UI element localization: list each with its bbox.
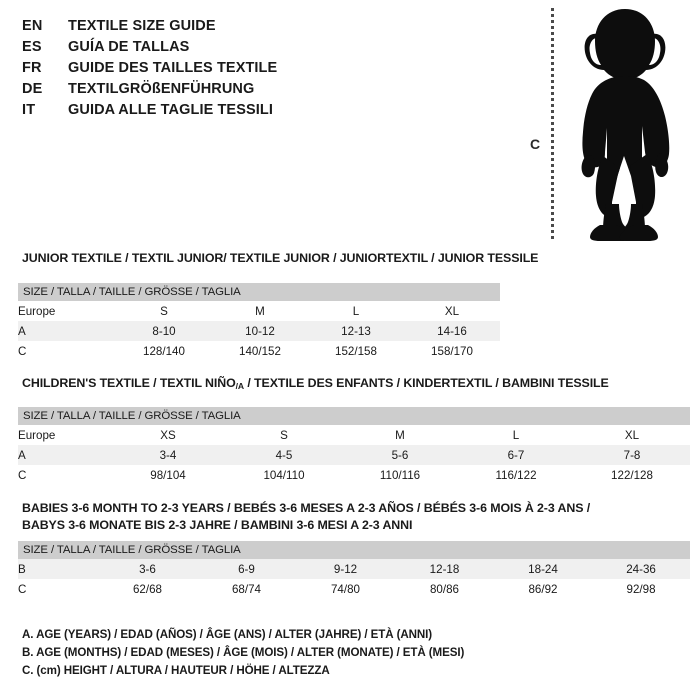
cell-value: M [342, 425, 458, 445]
cell-value: 98/104 [110, 465, 226, 485]
cell-value: 74/80 [296, 579, 395, 599]
language-row: EN TEXTILE SIZE GUIDE [22, 18, 492, 39]
table-row: C 62/68 68/74 74/80 80/86 86/92 92/98 [18, 579, 691, 599]
cell-value: 152/158 [308, 341, 404, 361]
cell-value: 140/152 [212, 341, 308, 361]
cell-value: 92/98 [592, 579, 691, 599]
row-label: C [18, 579, 98, 599]
table-row: B 3-6 6-9 9-12 12-18 18-24 24-36 [18, 559, 691, 579]
cell-value: 80/86 [395, 579, 494, 599]
children-heading-pre: CHILDREN'S TEXTILE / TEXTIL NIÑO [22, 376, 236, 390]
cell-value: 7-8 [574, 445, 691, 465]
language-code: EN [22, 18, 43, 34]
cell-value: XL [574, 425, 691, 445]
language-row: IT GUIDA ALLE TAGLIE TESSILI [22, 102, 492, 123]
dashed-measure-line-icon [551, 8, 554, 239]
cell-value: 104/110 [226, 465, 342, 485]
cell-value: M [212, 301, 308, 321]
children-section-heading: CHILDREN'S TEXTILE / TEXTIL NIÑO/A / TEX… [22, 375, 609, 395]
babies-heading-line1: BABIES 3-6 MONTH TO 2-3 YEARS / BEBÉS 3-… [22, 501, 591, 515]
language-code: IT [22, 102, 36, 118]
cell-value: 24-36 [592, 559, 691, 579]
language-title-list: EN TEXTILE SIZE GUIDE ES GUÍA DE TALLAS … [22, 18, 492, 123]
cell-value: XL [404, 301, 501, 321]
cell-value: S [226, 425, 342, 445]
cell-value: 6-9 [197, 559, 296, 579]
babies-heading-line2: BABYS 3-6 MONATE BIS 2-3 JAHRE / BAMBINI… [22, 518, 413, 532]
language-title: GUIDA ALLE TAGLIE TESSILI [68, 102, 273, 118]
table-bar-label: SIZE / TALLA / TAILLE / GRÖSSE / TAGLIA [18, 283, 501, 301]
cell-value: 128/140 [116, 341, 212, 361]
cell-value: 10-12 [212, 321, 308, 341]
language-row: FR GUIDE DES TAILLES TEXTILE [22, 60, 492, 81]
language-title: GUÍA DE TALLAS [68, 39, 190, 55]
table-row: A 8-10 10-12 12-13 14-16 [18, 321, 501, 341]
language-row: DE TEXTILGRÖßENFÜHRUNG [22, 81, 492, 102]
cell-value: L [308, 301, 404, 321]
row-label: C [18, 341, 116, 361]
cell-value: 12-18 [395, 559, 494, 579]
cell-value: 110/116 [342, 465, 458, 485]
cell-value: 62/68 [98, 579, 197, 599]
cell-value: 6-7 [458, 445, 574, 465]
row-label: A [18, 445, 110, 465]
legend: A. AGE (YEARS) / EDAD (AÑOS) / ÂGE (ANS)… [22, 626, 464, 680]
language-code: ES [22, 39, 42, 55]
language-code: DE [22, 81, 43, 97]
table-row: Europe XS S M L XL [18, 425, 691, 445]
legend-row-c: C. (cm) HEIGHT / ALTURA / HAUTEUR / HÖHE… [22, 664, 330, 677]
language-title: TEXTILE SIZE GUIDE [68, 18, 216, 34]
children-size-table: SIZE / TALLA / TAILLE / GRÖSSE / TAGLIA … [18, 407, 691, 485]
table-bar-row: SIZE / TALLA / TAILLE / GRÖSSE / TAGLIA [18, 407, 691, 425]
table-bar-row: SIZE / TALLA / TAILLE / GRÖSSE / TAGLIA [18, 283, 501, 301]
babies-size-table: SIZE / TALLA / TAILLE / GRÖSSE / TAGLIA … [18, 541, 691, 599]
language-title: TEXTILGRÖßENFÜHRUNG [68, 81, 255, 97]
cell-value: 14-16 [404, 321, 501, 341]
babies-section-heading: BABIES 3-6 MONTH TO 2-3 YEARS / BEBÉS 3-… [22, 500, 590, 534]
language-code: FR [22, 60, 42, 76]
row-label: A [18, 321, 116, 341]
cell-value: XS [110, 425, 226, 445]
row-label: Europe [18, 301, 116, 321]
cell-value: 18-24 [494, 559, 592, 579]
junior-size-table: SIZE / TALLA / TAILLE / GRÖSSE / TAGLIA … [18, 283, 501, 361]
row-label: C [18, 465, 110, 485]
row-label: Europe [18, 425, 110, 445]
cell-value: 86/92 [494, 579, 592, 599]
cell-value: 68/74 [197, 579, 296, 599]
cell-value: 5-6 [342, 445, 458, 465]
cell-value: 8-10 [116, 321, 212, 341]
children-heading-sub: /A [235, 381, 245, 391]
cell-value: 158/170 [404, 341, 501, 361]
cell-value: L [458, 425, 574, 445]
cell-value: 3-6 [98, 559, 197, 579]
toddler-silhouette-icon [581, 9, 670, 241]
table-row: C 128/140 140/152 152/158 158/170 [18, 341, 501, 361]
table-row: Europe S M L XL [18, 301, 501, 321]
legend-row-a: A. AGE (YEARS) / EDAD (AÑOS) / ÂGE (ANS)… [22, 628, 433, 641]
cell-value: 4-5 [226, 445, 342, 465]
row-label: B [18, 559, 98, 579]
height-measurement-figure: C [520, 6, 695, 241]
cell-value: 116/122 [458, 465, 574, 485]
legend-row-b: B. AGE (MONTHS) / EDAD (MESES) / ÂGE (MO… [22, 646, 465, 659]
language-row: ES GUÍA DE TALLAS [22, 39, 492, 60]
language-title: GUIDE DES TAILLES TEXTILE [68, 60, 278, 76]
measure-label: C [530, 136, 541, 152]
table-row: A 3-4 4-5 5-6 6-7 7-8 [18, 445, 691, 465]
cell-value: 122/128 [574, 465, 691, 485]
table-row: C 98/104 104/110 110/116 116/122 122/128 [18, 465, 691, 485]
table-bar-label: SIZE / TALLA / TAILLE / GRÖSSE / TAGLIA [18, 407, 691, 425]
cell-value: 3-4 [110, 445, 226, 465]
table-bar-row: SIZE / TALLA / TAILLE / GRÖSSE / TAGLIA [18, 541, 691, 559]
cell-value: S [116, 301, 212, 321]
junior-section-heading: JUNIOR TEXTILE / TEXTIL JUNIOR/ TEXTILE … [22, 251, 539, 265]
table-bar-label: SIZE / TALLA / TAILLE / GRÖSSE / TAGLIA [18, 541, 691, 559]
children-heading-post: / TEXTILE DES ENFANTS / KINDERTEXTIL / B… [244, 376, 609, 390]
cell-value: 9-12 [296, 559, 395, 579]
cell-value: 12-13 [308, 321, 404, 341]
